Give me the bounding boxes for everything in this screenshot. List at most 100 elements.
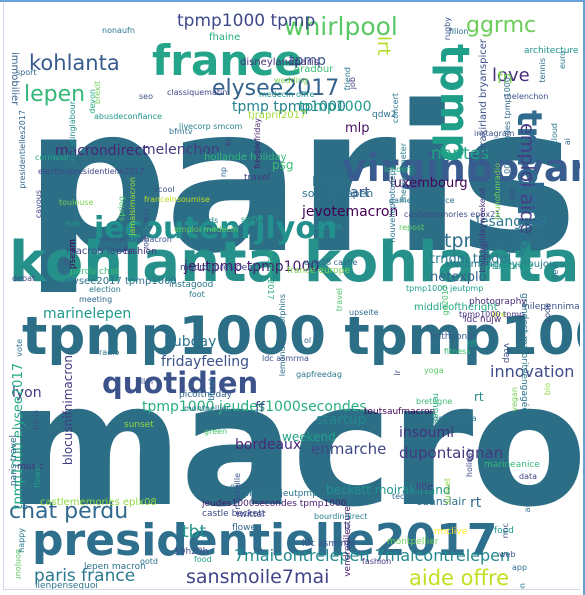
word-93: fashion	[124, 247, 157, 257]
word-141: spring	[117, 196, 126, 221]
word-66: alacampagneyatoujours	[444, 259, 565, 270]
word-142: iot	[229, 186, 240, 195]
word-162: concert	[391, 93, 400, 124]
word-137: cavous	[34, 190, 43, 219]
word-118: fillon	[449, 27, 469, 36]
word-150: sarcelle	[311, 222, 342, 231]
word-21: aide offre	[409, 566, 510, 590]
word-224: dev	[551, 265, 560, 280]
word-61: macron lepen	[66, 246, 135, 257]
word-35: lyon	[12, 385, 42, 401]
word-161: instagram	[474, 129, 515, 138]
word-9: tpmp	[431, 44, 477, 163]
word-197: election	[89, 285, 121, 294]
word-171: live	[492, 310, 507, 319]
word-220: data	[519, 472, 538, 481]
word-12: ggrmc	[466, 13, 537, 38]
word-38: tpmp tpmp1000	[232, 99, 346, 115]
word-149: castlememories ep6x21	[404, 210, 501, 219]
word-188: ootd	[140, 557, 159, 566]
word-189: food	[194, 555, 212, 564]
word-37: fridayfeeling	[161, 354, 250, 370]
word-198: meeting	[79, 295, 113, 304]
word-73: fhaine	[209, 32, 241, 43]
word-48: melenchon	[142, 142, 220, 158]
word-138: toulouse	[59, 198, 94, 207]
word-29: enmarche	[311, 440, 387, 458]
word-166: lemondo endorphins	[278, 294, 287, 377]
word-167: travel	[335, 288, 344, 312]
word-96: imtheone	[430, 332, 473, 342]
word-178: socialmedia	[429, 414, 477, 423]
word-52: luxembourg	[390, 176, 468, 191]
word-126: bfmtv	[169, 127, 193, 136]
word-2: kohlanta kohlanta	[9, 230, 580, 295]
word-223: code	[543, 303, 552, 323]
word-67: middleoftheright	[414, 302, 498, 313]
word-106: architecture	[524, 46, 579, 56]
word-34: jeutpmp tpmp1000	[184, 259, 320, 275]
word-45: lesanges9	[476, 214, 547, 230]
word-192: news	[20, 489, 29, 510]
word-72: disneylandparis	[240, 57, 319, 68]
word-222: ai	[563, 138, 572, 146]
word-104: grandest majoritéengagée	[519, 293, 529, 413]
word-131: scool	[154, 185, 175, 194]
word-68: lt	[344, 522, 351, 533]
word-125: medecin offre	[259, 90, 315, 99]
word-217: tech	[392, 492, 410, 501]
word-214: vegan	[510, 387, 519, 412]
word-47: macrondirect	[55, 143, 148, 159]
word-115: photography	[469, 297, 527, 307]
word-109: france europe	[287, 266, 350, 276]
word-172: tpmp1000 tpmp	[459, 310, 525, 319]
word-179: montpellier	[184, 404, 230, 413]
word-39: tpmp1000	[299, 99, 372, 115]
word-119: seo	[139, 92, 153, 101]
word-168: upseite	[349, 308, 379, 317]
word-43: insoumi	[399, 425, 455, 441]
word-216: eco	[342, 484, 357, 493]
word-186: rmc	[501, 523, 510, 539]
word-7: jecoutenrjlyon	[94, 211, 338, 246]
word-111: lepen macron	[84, 562, 146, 572]
word-128: freebiefriday	[253, 118, 262, 170]
word-147: emmanuelmacron	[99, 235, 172, 244]
word-100: music	[17, 462, 44, 472]
word-175: bbcqt	[207, 378, 216, 401]
word-31: rt	[474, 390, 484, 404]
word-165: nouvellephotodeprofil	[388, 155, 397, 243]
word-36: hubday	[164, 334, 217, 350]
word-183: sunset	[443, 478, 452, 505]
word-215: green	[204, 427, 228, 436]
word-184: lyon	[518, 583, 527, 589]
word-155: brunofunradio	[493, 163, 502, 220]
word-82: montpellier	[387, 537, 439, 547]
word-6: quotidien	[102, 366, 259, 400]
word-15: kohlanta	[29, 51, 120, 75]
word-132: franceinsoumise	[144, 195, 210, 204]
word-65: cdanslair	[416, 495, 466, 508]
word-95: entreprise	[482, 261, 534, 272]
word-193: flower	[33, 463, 42, 488]
word-56: jevotemacron	[302, 204, 399, 220]
word-20: love	[492, 65, 530, 86]
word-24: lrt	[373, 36, 394, 56]
word-204: om	[508, 188, 517, 201]
word-69: immobilier	[9, 52, 20, 106]
word-13: lepen	[24, 82, 86, 107]
word-174: gapfreedag	[296, 370, 342, 379]
word-79: twitter	[236, 510, 266, 520]
word-127: wedding	[274, 76, 308, 85]
word-16: sansmoile7mai	[186, 566, 330, 588]
word-1: macron	[6, 347, 580, 545]
word-191: happy	[17, 528, 26, 553]
word-84: food	[494, 526, 514, 536]
word-23: tpmp1000 tpmp	[177, 11, 316, 31]
word-170: tpmp1000 jeutpmp	[406, 284, 484, 293]
word-59: weekend	[282, 430, 336, 444]
word-218: web	[499, 550, 516, 559]
word-55: psg	[272, 158, 294, 172]
word-25: tbt	[182, 522, 207, 542]
word-76: jeudes1000secondes tpmp1000	[202, 499, 347, 509]
